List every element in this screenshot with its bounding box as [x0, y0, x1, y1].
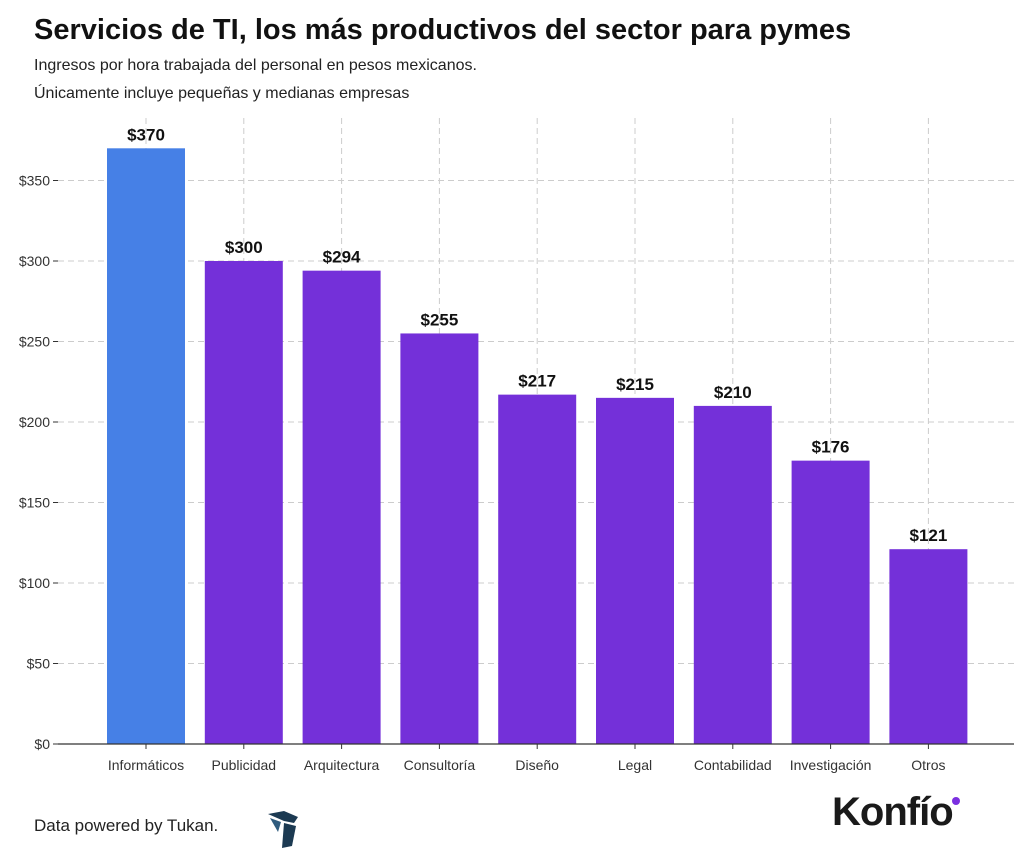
y-tick-label: $200 [19, 414, 50, 430]
bar-value-label: $215 [616, 375, 654, 394]
chart-subtitle-note: Únicamente incluye pequeñas y medianas e… [34, 85, 410, 102]
x-tick-label: Investigación [790, 757, 872, 773]
bar [498, 394, 577, 744]
x-tick-label: Informáticos [108, 757, 184, 773]
bar [400, 333, 479, 744]
y-tick-label: $0 [34, 736, 50, 752]
x-tick-label: Legal [618, 757, 652, 773]
bar-value-label: $255 [420, 310, 458, 329]
bar [693, 405, 772, 744]
bar-value-label: $176 [812, 438, 850, 457]
bar [204, 261, 283, 744]
konfio-logo-dot [952, 797, 960, 805]
y-tick-label: $100 [19, 575, 50, 591]
y-tick-label: $250 [19, 334, 50, 350]
bar [596, 397, 674, 744]
x-tick-label: Publicidad [211, 757, 276, 773]
x-tick-label: Consultoría [404, 757, 476, 773]
x-tick-label: Contabilidad [694, 757, 772, 773]
bar-value-label: $210 [714, 383, 752, 402]
x-tick-label: Arquitectura [304, 757, 380, 773]
bar-value-labels: $370 $300 $294 $255 $217 $215 $210 $176 $121 [127, 125, 947, 545]
y-tick-label: $150 [19, 495, 50, 511]
y-tick-label: $50 [27, 656, 51, 672]
chart-subtitle: Ingresos por hora trabajada del personal… [34, 57, 477, 74]
bar [302, 270, 381, 744]
bar-value-label: $294 [323, 248, 361, 267]
bar-value-label: $370 [127, 125, 165, 144]
bar [791, 460, 870, 744]
bar-value-label: $300 [225, 238, 263, 257]
bar [889, 549, 968, 744]
x-tick-label: Diseño [515, 757, 559, 773]
bar-value-label: $217 [518, 372, 556, 391]
bar [107, 148, 185, 745]
x-tick-label: Otros [911, 757, 945, 773]
y-tick-label: $300 [19, 253, 50, 269]
y-axis-ticks: $0 $50 $100 $150 $200 $250 $300 $350 [19, 173, 58, 752]
y-tick-label: $350 [19, 173, 50, 189]
chart-title: Servicios de TI, los más productivos del… [34, 14, 852, 46]
tukan-logo-icon [268, 811, 298, 848]
source-credit: Data powered by Tukan. [34, 816, 219, 835]
x-axis-ticks: Informáticos Publicidad Arquitectura Consul… [108, 744, 946, 773]
konfio-logo: Konfío [832, 790, 954, 834]
bars [107, 148, 968, 745]
bar-value-label: $121 [909, 526, 947, 545]
